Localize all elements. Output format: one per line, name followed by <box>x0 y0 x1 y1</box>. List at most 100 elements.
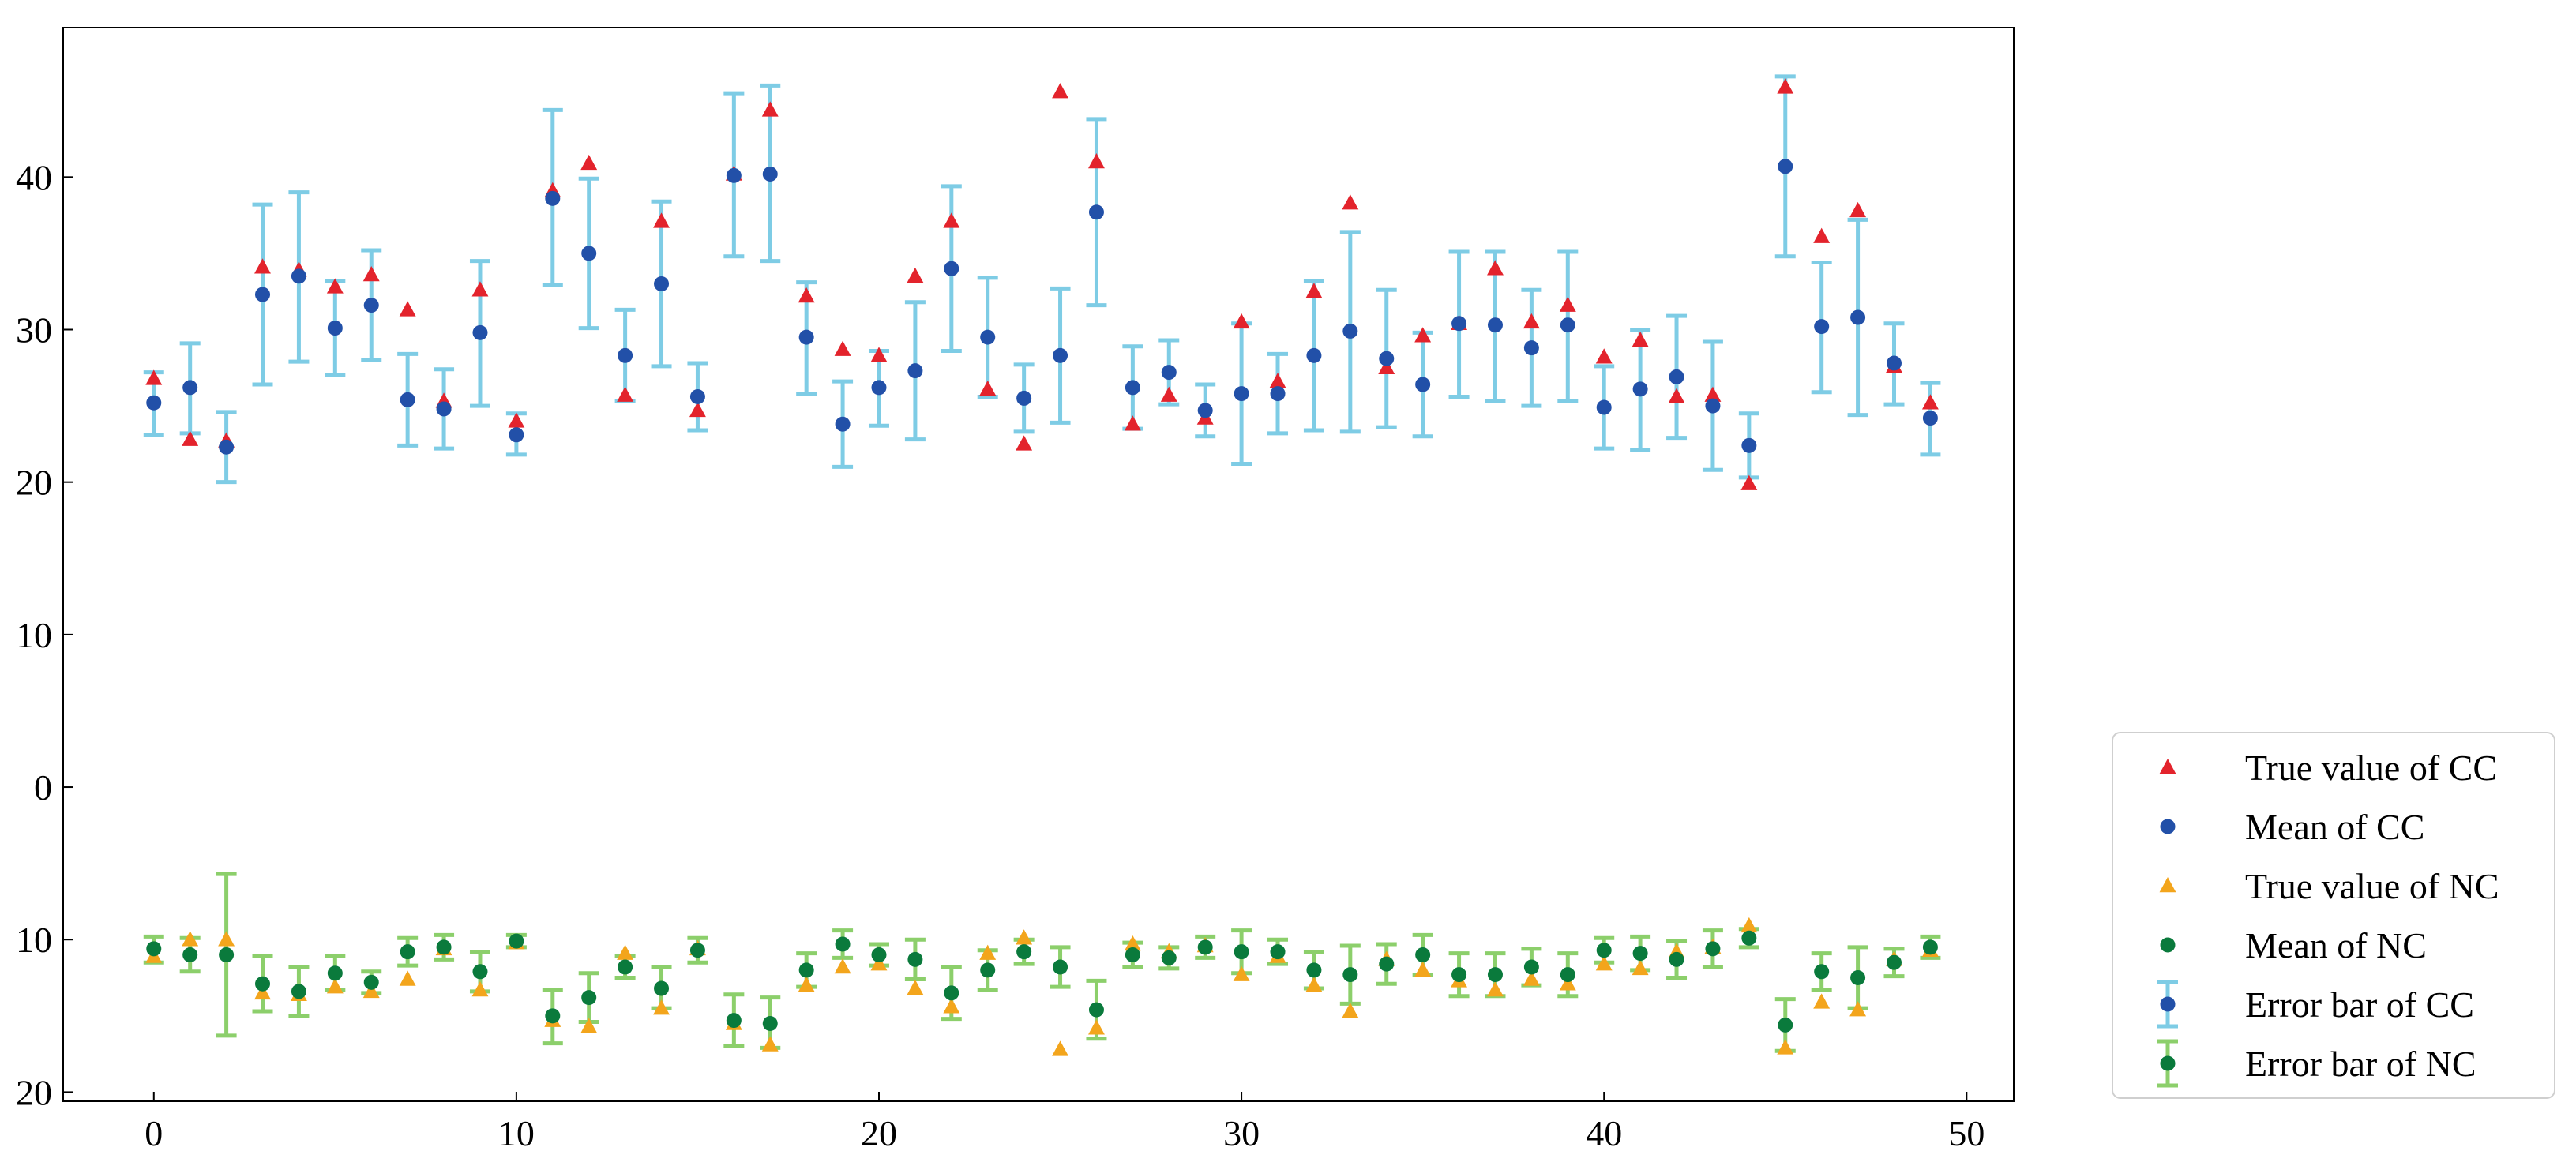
true-value-of-nc-point-40 <box>1595 955 1613 971</box>
y-tick-label-3: 10 <box>16 615 52 655</box>
true-value-of-nc-point-9 <box>471 980 489 997</box>
true-value-of-cc-point-27 <box>1124 415 1141 431</box>
true-value-of-cc-point-34 <box>1378 358 1395 375</box>
mean-of-cc-point-41 <box>1632 381 1648 397</box>
true-value-of-nc-point-7 <box>399 970 416 986</box>
true-value-of-nc-point-41 <box>1632 959 1649 976</box>
true-value-of-nc-point-45 <box>1777 1039 1794 1055</box>
true-value-of-cc-point-12 <box>580 154 598 171</box>
legend-frame <box>2112 732 2555 1099</box>
mean-of-nc-point-19 <box>835 936 851 952</box>
mean-of-nc-point-4 <box>291 984 306 999</box>
mean-of-nc-point-10 <box>509 933 524 949</box>
mean-of-cc-point-17 <box>762 166 778 182</box>
true-value-of-nc-point-44 <box>1740 917 1758 933</box>
mean-of-nc-point-32 <box>1306 962 1322 978</box>
legend: True value of CC Mean of CC True value of … <box>2112 732 2555 1099</box>
mean-of-nc-point-44 <box>1741 930 1757 946</box>
true-value-of-nc-point-14 <box>653 999 670 1015</box>
mean-of-nc-point-12 <box>581 990 597 1006</box>
true-value-of-cc-point-10 <box>508 412 525 428</box>
true-value-of-nc-point-23 <box>979 944 997 960</box>
legend-label: Error bar of CC <box>2245 984 2474 1025</box>
mean-of-nc-point-20 <box>871 947 887 963</box>
true-value-of-cc-point-7 <box>399 301 416 317</box>
true-value-of-cc-point-0 <box>145 369 163 385</box>
true-value-of-nc-point-35 <box>1414 961 1432 977</box>
mean-of-cc-point-25 <box>1053 347 1068 363</box>
mean-of-cc-point-31 <box>1270 386 1286 402</box>
mean-of-cc-point-48 <box>1886 355 1902 371</box>
legend-label: True value of CC <box>2245 748 2497 788</box>
true-value-of-nc-point-47 <box>1849 1001 1867 1017</box>
mean-of-nc-point-34 <box>1379 956 1395 972</box>
legend-label: Mean of NC <box>2245 925 2427 965</box>
true-value-of-cc-point-19 <box>834 340 851 356</box>
mean-of-cc-point-9 <box>472 324 488 340</box>
true-value-of-nc-point-3 <box>254 984 271 1000</box>
true-value-of-nc-point-25 <box>1052 1040 1068 1056</box>
true-value-of-cc-point-5 <box>326 278 344 294</box>
mean-of-cc-point-11 <box>545 190 561 206</box>
y-tick-label-5: 30 <box>16 310 52 351</box>
true-value-of-cc-point-26 <box>1088 153 1105 169</box>
mean-of-cc-point-46 <box>1814 319 1830 335</box>
mean-of-cc-point-28 <box>1161 365 1177 381</box>
true-value-of-cc-point-21 <box>907 267 924 283</box>
x-tick-label-20: 20 <box>861 1113 897 1153</box>
legend-item-error-bar-of-nc: Error bar of NC <box>2157 1039 2476 1088</box>
mean-of-cc-point-30 <box>1234 386 1249 402</box>
mean-of-nc-point-36 <box>1451 967 1467 983</box>
true-value-of-cc-point-46 <box>1813 227 1831 243</box>
mean-of-nc-point-41 <box>1632 946 1648 962</box>
true-value-of-cc-point-13 <box>617 386 634 402</box>
mean-of-nc-point-27 <box>1125 947 1140 963</box>
mean-of-cc-point-5 <box>327 321 343 336</box>
true-value-of-nc-point-5 <box>326 978 344 994</box>
mean-of-cc-point-12 <box>581 246 597 261</box>
y-tick-label-6: 40 <box>16 157 52 197</box>
true-value-of-nc-point-26 <box>1088 1019 1105 1035</box>
mean-of-cc-point-8 <box>436 401 452 417</box>
mean-of-nc-point-16 <box>726 1013 742 1029</box>
mean-of-nc-point-21 <box>907 951 923 967</box>
mean-of-nc-point-49 <box>1922 939 1938 955</box>
true-value-of-nc-point-39 <box>1559 975 1576 991</box>
mean-of-nc-point-22 <box>944 985 959 1001</box>
true-value-of-cc-point-3 <box>254 258 271 274</box>
mean-of-cc-point-40 <box>1596 399 1612 415</box>
legend-item-true-value-of-nc: True value of NC <box>2159 866 2499 906</box>
mean-of-nc-point-6 <box>363 974 379 990</box>
mean-of-nc-point-33 <box>1342 967 1358 983</box>
true-value-of-nc-point-30 <box>1233 965 1250 981</box>
mean-of-cc-point-49 <box>1922 411 1938 426</box>
mean-of-nc-point-9 <box>472 964 488 980</box>
true-value-of-nc-point-21 <box>907 980 924 995</box>
markers-layer <box>145 78 1939 1056</box>
mean-of-nc-point-14 <box>654 980 670 996</box>
true-value-of-nc-point-24 <box>1016 929 1033 945</box>
true-value-of-cc-point-22 <box>943 212 960 228</box>
mean-of-nc-point-42 <box>1669 951 1684 967</box>
true-value-of-cc-point-14 <box>653 212 670 228</box>
mean-of-nc-point-26 <box>1088 1002 1104 1018</box>
mean-of-nc-point-38 <box>1523 959 1539 975</box>
mean-of-cc-point-47 <box>1850 309 1866 325</box>
mean-of-nc-point-13 <box>618 959 633 975</box>
mean-of-cc-point-32 <box>1306 347 1322 363</box>
true-value-of-cc-point-39 <box>1559 296 1576 312</box>
mean-of-cc-point-23 <box>980 329 996 345</box>
mean-of-cc-point-13 <box>618 347 633 363</box>
mean-of-nc-point-3 <box>255 976 271 992</box>
mean-of-nc-point-24 <box>1016 944 1032 960</box>
true-value-of-nc-point-33 <box>1342 1003 1359 1018</box>
x-tick-label-10: 10 <box>498 1113 535 1153</box>
mean-of-cc-point-26 <box>1088 204 1104 220</box>
legend-label: Error bar of NC <box>2245 1044 2476 1084</box>
mean-of-nc-point-45 <box>1778 1017 1793 1033</box>
y-tick-label-4: 20 <box>16 463 52 503</box>
mean-of-cc-point-10 <box>509 427 524 443</box>
true-value-of-cc-point-1 <box>182 430 199 446</box>
mean-of-cc-point-3 <box>255 287 271 302</box>
